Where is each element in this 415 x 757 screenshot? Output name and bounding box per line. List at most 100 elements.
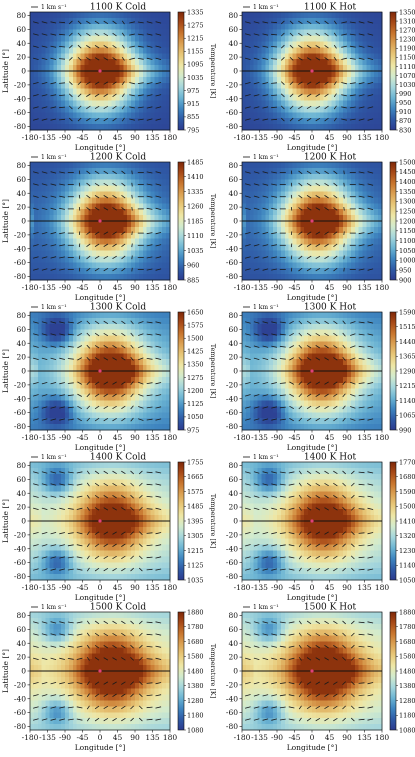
- heatmap-cell: [119, 323, 124, 331]
- colorbar-label: Temperature [K]: [209, 344, 217, 399]
- heatmap-cell: [292, 394, 298, 402]
- heatmap-cell: [253, 226, 259, 234]
- heatmap-cell: [269, 312, 274, 319]
- heatmap-cell: [362, 256, 368, 263]
- colorbar-tick-label: 960: [187, 262, 199, 270]
- heatmap-cell: [257, 41, 263, 48]
- heatmap-cell: [150, 82, 156, 90]
- heatmap-cell: [103, 65, 109, 72]
- heatmap-cell: [103, 418, 109, 425]
- heatmap-cell: [142, 238, 148, 246]
- heatmap-cell: [261, 167, 266, 175]
- heatmap-cell: [257, 388, 263, 396]
- wind-arrow: [50, 244, 57, 247]
- heatmap-cell: [162, 329, 167, 337]
- heatmap-cell: [135, 41, 140, 48]
- heatmap-cell: [92, 424, 97, 431]
- heatmap-cell: [41, 347, 47, 354]
- heatmap-cell: [45, 238, 51, 246]
- heatmap-cell: [131, 197, 136, 204]
- heatmap-cell: [343, 12, 348, 19]
- heatmap-cell: [265, 167, 270, 175]
- heatmap-cell: [242, 274, 247, 281]
- heatmap-cell: [162, 209, 167, 216]
- x-tick-label: 45: [113, 283, 123, 292]
- y-tick-label: -40: [14, 94, 26, 103]
- heatmap-cell: [370, 88, 375, 96]
- heatmap-cell: [119, 88, 124, 96]
- heatmap-cell: [100, 353, 105, 360]
- heatmap-cell: [265, 197, 270, 204]
- heatmap-cell: [119, 100, 124, 107]
- heatmap-cell: [142, 197, 148, 204]
- heatmap-cell: [300, 341, 305, 348]
- heatmap-cell: [335, 29, 340, 37]
- heatmap-cell: [261, 35, 266, 43]
- heatmap-cell: [261, 88, 266, 96]
- heatmap-cell: [127, 215, 132, 222]
- wind-arrow: [146, 195, 153, 198]
- heatmap-cell: [319, 82, 325, 90]
- heatmap-cell: [366, 215, 371, 222]
- heatmap-cell: [61, 185, 66, 193]
- heatmap-cell: [96, 76, 101, 84]
- heatmap-cell: [76, 232, 82, 240]
- heatmap-cell: [127, 197, 132, 204]
- heatmap-cell: [84, 12, 89, 19]
- heatmap-cell: [150, 106, 156, 113]
- wind-arrow: [341, 82, 347, 85]
- heatmap-cell: [257, 17, 263, 25]
- wind-arrow: [86, 81, 91, 85]
- heatmap-cell: [45, 353, 51, 360]
- heatmap-cell: [284, 262, 290, 269]
- heatmap-cell: [288, 221, 294, 228]
- heatmap-cell: [312, 124, 317, 131]
- heatmap-cell: [68, 88, 74, 96]
- wind-arrow: [112, 20, 117, 25]
- heatmap-cell: [158, 262, 163, 269]
- heatmap-cell: [150, 197, 156, 204]
- heatmap-cell: [107, 382, 113, 390]
- heatmap-cell: [257, 359, 263, 366]
- heatmap-cell: [61, 341, 66, 348]
- heatmap-cell: [166, 47, 171, 54]
- heatmap-cell: [57, 382, 62, 390]
- wind-arrow: [41, 382, 48, 385]
- heatmap-cell: [30, 59, 35, 66]
- heatmap-cell: [142, 382, 148, 390]
- heatmap-cell: [253, 312, 259, 319]
- colorbar-tick-label: 885: [187, 276, 199, 284]
- heatmap-cell: [265, 312, 270, 319]
- heatmap-cell: [119, 65, 124, 72]
- heatmap-cell: [253, 185, 259, 193]
- heatmap-cell: [111, 53, 117, 60]
- heatmap-cell: [378, 112, 383, 119]
- heatmap-cell: [265, 118, 270, 125]
- heatmap-cell: [146, 250, 152, 257]
- heatmap-cell: [304, 323, 309, 331]
- heatmap-cell: [135, 197, 140, 204]
- heatmap-cell: [265, 12, 270, 19]
- wind-arrow: [121, 255, 126, 260]
- heatmap-cell: [296, 53, 301, 60]
- heatmap-cell: [362, 17, 368, 25]
- heatmap-cell: [304, 317, 309, 325]
- heatmap-cell: [362, 94, 368, 102]
- heatmap-cell: [92, 167, 97, 175]
- heatmap-cell: [45, 71, 51, 78]
- heatmap-cell: [253, 179, 259, 187]
- wind-arrow: [324, 267, 329, 272]
- heatmap-cell: [100, 41, 105, 48]
- heatmap-cell: [304, 226, 309, 234]
- heatmap-cell: [103, 250, 109, 257]
- heatmap-cell: [84, 71, 89, 78]
- heatmap-cell: [347, 173, 352, 181]
- wind-arrow: [86, 344, 91, 349]
- heatmap-cell: [319, 17, 325, 25]
- heatmap-cell: [166, 388, 171, 396]
- heatmap-cell: [30, 185, 35, 193]
- heatmap-cell: [80, 335, 86, 343]
- wind-arrow: [50, 183, 57, 186]
- heatmap-cell: [131, 335, 136, 343]
- heatmap-cell: [65, 197, 70, 204]
